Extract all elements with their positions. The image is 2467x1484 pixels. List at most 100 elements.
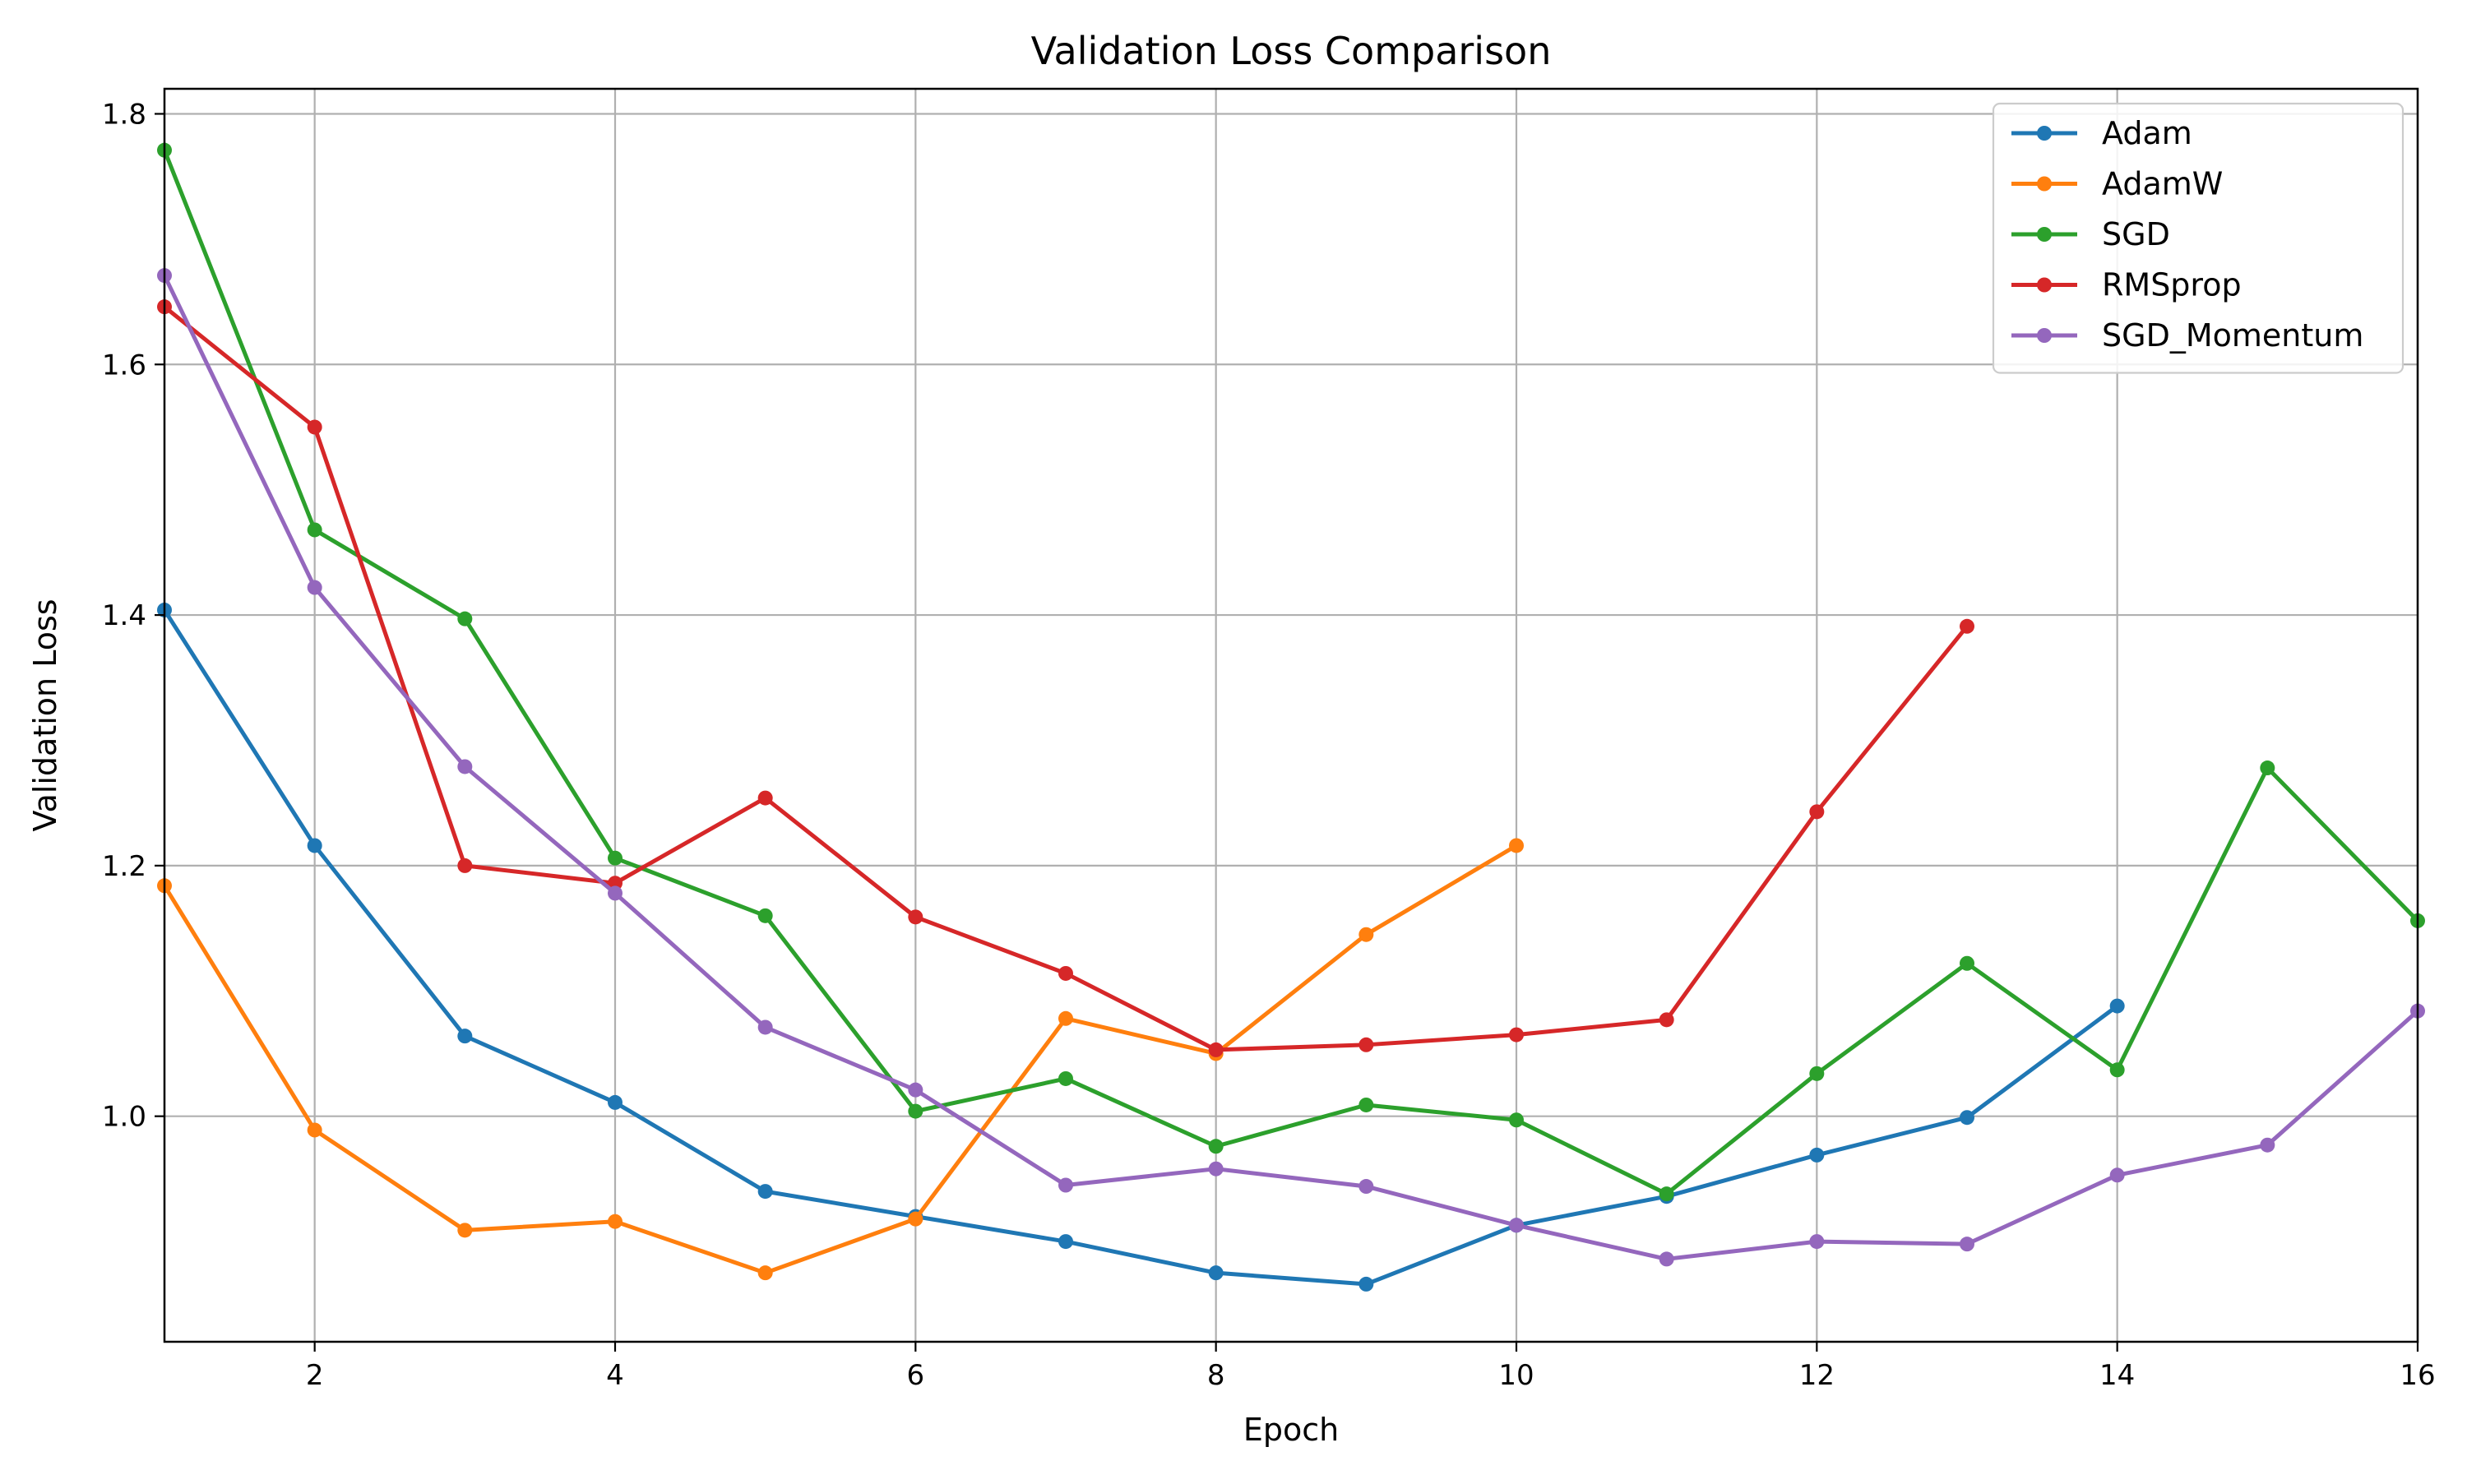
data-point-Adam <box>1058 1234 1073 1250</box>
legend-marker <box>2037 328 2052 343</box>
x-tick-label: 10 <box>1498 1359 1534 1392</box>
x-tick-label: 12 <box>1799 1359 1835 1392</box>
series-line-Adam <box>162 608 2120 1287</box>
series-line-AdamW <box>162 843 1519 1275</box>
data-point-Adam <box>1809 1147 1825 1163</box>
y-axis-ticks: 1.0 1.2 1.4 1.6 1.8 <box>102 98 164 1134</box>
data-point-SGD_Momentum <box>1509 1218 1524 1233</box>
legend-marker <box>2037 227 2052 242</box>
x-axis-title: Epoch <box>1243 1412 1339 1448</box>
data-point-Adam <box>757 1184 773 1200</box>
data-point-SGD <box>1809 1066 1825 1081</box>
data-point-RMSprop <box>757 790 773 806</box>
data-point-AdamW <box>307 1122 322 1138</box>
series-layer <box>157 142 2425 1292</box>
data-point-SGD <box>757 908 773 923</box>
data-point-SGD <box>457 611 473 626</box>
data-point-RMSprop <box>457 858 473 873</box>
data-point-SGD <box>1960 955 1974 971</box>
series-line-SGD <box>162 148 2420 1196</box>
x-tick-label: 2 <box>306 1359 324 1392</box>
legend-item: SGD <box>2011 216 2170 252</box>
legend-label: AdamW <box>2102 166 2223 202</box>
data-point-RMSprop <box>1358 1037 1374 1052</box>
legend-box <box>1992 102 2405 374</box>
legend: Adam AdamW SGD RMSprop SGD_Momentum <box>1992 102 2405 374</box>
data-point-SGD_Momentum <box>1659 1251 1674 1267</box>
data-point-Adam <box>1208 1265 1224 1281</box>
data-point-AdamW <box>757 1265 773 1281</box>
data-point-RMSprop <box>1809 804 1825 820</box>
data-point-SGD_Momentum <box>1208 1161 1224 1177</box>
x-tick-label: 8 <box>1207 1359 1225 1392</box>
data-point-SGD_Momentum <box>307 580 322 595</box>
data-point-SGD_Momentum <box>608 885 623 901</box>
x-axis-ticks: 2 4 6 8 10 12 14 16 <box>306 1342 2436 1392</box>
y-tick-label: 1.0 <box>102 1101 146 1134</box>
data-point-SGD_Momentum <box>2109 1167 2125 1183</box>
data-point-Adam <box>2109 998 2125 1014</box>
data-point-SGD_Momentum <box>1058 1177 1073 1193</box>
data-point-RMSprop <box>1509 1027 1524 1042</box>
data-point-Adam <box>1960 1110 1974 1126</box>
data-point-SGD <box>608 850 623 866</box>
data-point-AdamW <box>457 1223 473 1238</box>
data-point-SGD <box>1208 1139 1224 1154</box>
y-tick-label: 1.4 <box>102 599 146 632</box>
legend-item: Adam <box>2011 115 2192 151</box>
series-line-SGD_Momentum <box>162 273 2420 1261</box>
data-point-RMSprop <box>1208 1042 1224 1057</box>
data-point-RMSprop <box>307 419 322 435</box>
plot-frame <box>163 87 2419 1343</box>
series-SGD_Momentum <box>157 268 2425 1267</box>
data-point-SGD <box>307 522 322 538</box>
series-RMSprop <box>157 299 1974 1057</box>
data-point-SGD <box>1509 1112 1524 1128</box>
data-point-AdamW <box>608 1214 623 1229</box>
data-point-Adam <box>307 838 322 853</box>
x-tick-label: 4 <box>606 1359 624 1392</box>
data-point-SGD_Momentum <box>1358 1179 1374 1195</box>
data-point-RMSprop <box>1659 1012 1674 1028</box>
chart-title: Validation Loss Comparison <box>1031 29 1552 73</box>
data-point-RMSprop <box>908 909 923 925</box>
data-point-Adam <box>1358 1276 1374 1292</box>
data-point-RMSprop <box>1058 965 1073 981</box>
data-point-SGD_Momentum <box>757 1019 773 1035</box>
y-tick-label: 1.8 <box>102 98 146 131</box>
x-tick-label: 16 <box>2400 1359 2435 1392</box>
x-tick-label: 6 <box>907 1359 925 1392</box>
legend-marker <box>2037 126 2052 141</box>
y-tick-label: 1.6 <box>102 349 146 381</box>
y-tick-label: 1.2 <box>102 850 146 883</box>
data-point-AdamW <box>1509 838 1524 853</box>
y-axis-title: Validation Loss <box>27 599 63 831</box>
series-Adam <box>157 602 2125 1292</box>
legend-item: AdamW <box>2011 166 2223 202</box>
legend-item: RMSprop <box>2011 267 2242 303</box>
data-point-SGD <box>1058 1070 1073 1086</box>
data-point-SGD <box>2260 760 2275 776</box>
data-point-Adam <box>608 1094 623 1110</box>
data-point-SGD_Momentum <box>1960 1237 1974 1252</box>
data-point-SGD <box>2109 1062 2125 1078</box>
data-point-Adam <box>457 1029 473 1044</box>
data-point-SGD_Momentum <box>2260 1137 2275 1153</box>
legend-label: RMSprop <box>2102 267 2242 303</box>
legend-label: SGD_Momentum <box>2102 317 2363 354</box>
legend-marker <box>2037 176 2052 192</box>
data-point-RMSprop <box>1960 618 1974 634</box>
data-point-SGD_Momentum <box>908 1082 923 1098</box>
data-point-SGD_Momentum <box>1809 1234 1825 1250</box>
data-point-AdamW <box>1058 1010 1073 1026</box>
data-point-SGD <box>1659 1186 1674 1202</box>
data-point-AdamW <box>1358 927 1374 942</box>
legend-label: SGD <box>2102 216 2170 252</box>
data-point-SGD <box>908 1103 923 1119</box>
legend-marker <box>2037 277 2052 293</box>
data-point-SGD <box>1358 1097 1374 1112</box>
data-point-SGD_Momentum <box>457 759 473 774</box>
series-AdamW <box>157 838 1524 1281</box>
